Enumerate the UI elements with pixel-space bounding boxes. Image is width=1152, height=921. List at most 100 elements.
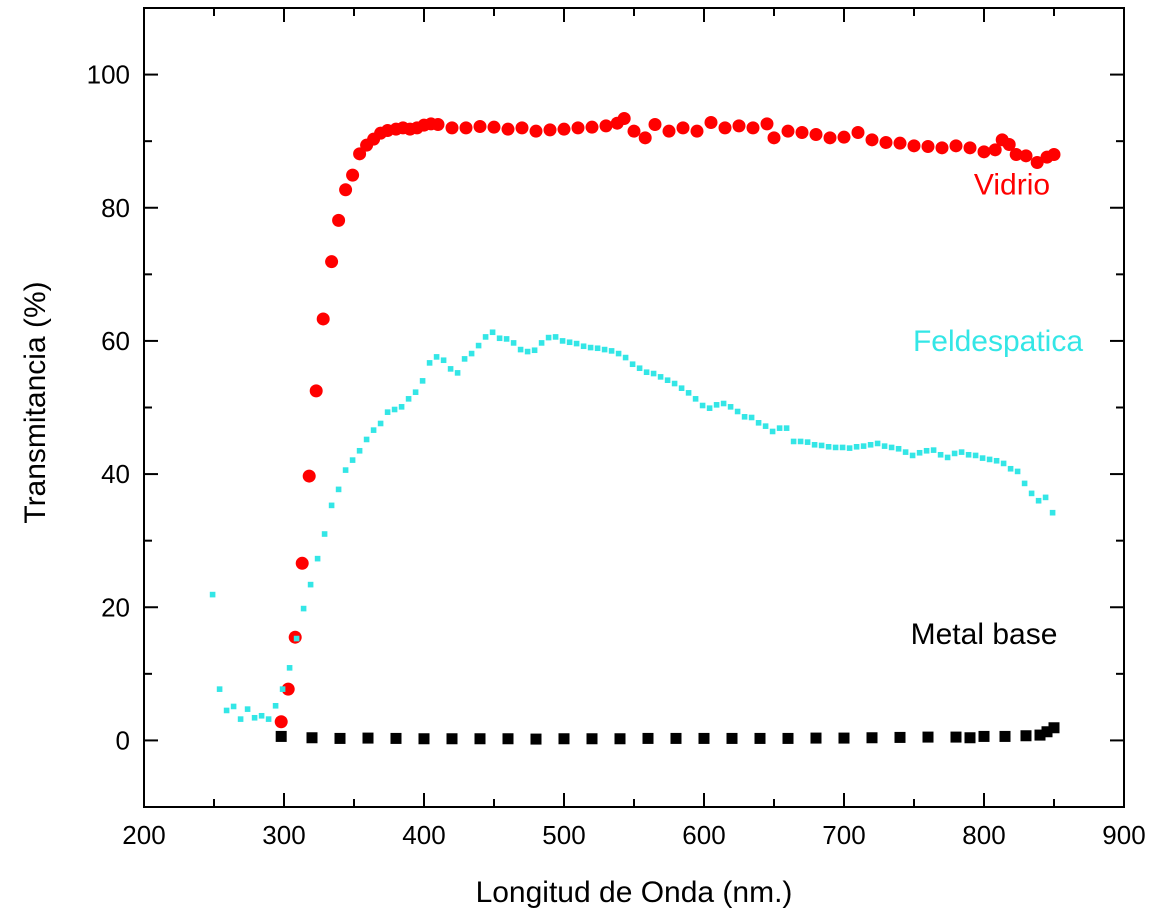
data-point	[937, 451, 944, 458]
data-point	[810, 732, 822, 744]
data-point	[972, 452, 979, 459]
data-point	[726, 732, 738, 744]
data-point	[316, 312, 330, 326]
data-point	[769, 428, 776, 435]
data-point	[362, 732, 374, 744]
data-point	[321, 531, 328, 537]
data-point	[223, 707, 230, 714]
data-point	[272, 702, 279, 709]
data-point	[865, 133, 879, 147]
data-point	[832, 444, 839, 451]
data-point	[1000, 460, 1007, 467]
data-point	[302, 469, 316, 483]
data-point	[216, 686, 223, 692]
series-labels: Vidrio Feldespatica Metal base	[911, 168, 1084, 650]
data-point	[475, 342, 482, 349]
data-point	[468, 350, 475, 357]
data-point	[930, 447, 937, 453]
data-point	[720, 400, 727, 407]
data-point	[627, 124, 641, 138]
data-point	[754, 732, 766, 744]
data-point	[732, 119, 746, 133]
data-point	[501, 122, 515, 136]
data-point	[370, 427, 377, 433]
data-point	[699, 402, 706, 409]
data-point	[1048, 722, 1060, 734]
axis-ticks	[143, 7, 1125, 808]
data-point	[1002, 137, 1016, 151]
data-point	[776, 425, 783, 431]
series-vidrio	[274, 112, 1061, 729]
data-point	[571, 121, 585, 135]
data-point	[838, 732, 850, 744]
x-tick-label: 500	[542, 820, 585, 850]
data-point	[517, 346, 524, 353]
data-point	[398, 404, 405, 410]
series-label: Vidrio	[974, 168, 1050, 201]
data-point	[328, 502, 335, 509]
x-tick-label: 700	[822, 820, 865, 850]
data-point	[275, 730, 287, 742]
data-point	[543, 123, 557, 137]
data-point	[309, 384, 323, 398]
data-point	[487, 120, 501, 134]
y-tick-label: 40	[101, 459, 130, 489]
data-point	[346, 168, 360, 182]
data-point	[718, 121, 732, 135]
x-tick-label: 800	[962, 820, 1005, 850]
data-point	[804, 439, 811, 445]
series-label: Metal base	[911, 618, 1058, 651]
data-point	[363, 436, 370, 443]
data-point	[440, 357, 447, 364]
data-point	[515, 121, 529, 135]
x-tick-label: 300	[262, 820, 305, 850]
data-point	[1035, 497, 1042, 504]
y-tick-label: 100	[87, 60, 130, 90]
series-feldespatica	[209, 329, 1056, 722]
data-point	[790, 438, 797, 445]
data-point	[580, 343, 587, 350]
y-tick-label: 60	[101, 326, 130, 356]
data-point	[923, 447, 930, 454]
data-point	[286, 665, 293, 671]
data-point	[314, 555, 321, 562]
data-point	[783, 425, 790, 431]
data-point	[503, 336, 510, 342]
data-point	[419, 378, 426, 384]
data-point	[335, 486, 342, 493]
tick-labels: 200 300 400 500 600 700 800 900 0 20 40 60 80 100	[87, 60, 1146, 850]
data-point	[781, 124, 795, 138]
data-point	[356, 447, 363, 454]
data-point	[1034, 729, 1046, 741]
data-point	[559, 338, 566, 344]
data-point	[558, 733, 570, 745]
data-point	[894, 731, 906, 743]
data-point	[552, 334, 559, 340]
x-axis-label: Longitud de Onda (nm.)	[476, 876, 793, 909]
data-point	[1019, 149, 1033, 163]
data-point	[601, 346, 608, 353]
data-point	[977, 145, 991, 159]
data-point	[978, 730, 990, 742]
data-point	[274, 715, 288, 729]
data-point	[433, 354, 440, 360]
data-point	[342, 467, 349, 473]
data-point	[573, 340, 580, 347]
data-point	[853, 443, 860, 450]
data-point	[300, 605, 307, 612]
data-point	[662, 124, 676, 138]
data-point	[279, 686, 286, 692]
data-point	[704, 116, 718, 130]
data-point	[1009, 147, 1023, 161]
data-point	[755, 420, 762, 426]
data-point	[545, 334, 552, 341]
data-point	[615, 350, 622, 357]
y-axis-label: Transmitancia (%)	[19, 281, 52, 523]
data-point	[839, 444, 846, 451]
data-point	[557, 122, 571, 136]
data-point	[638, 131, 652, 145]
data-point	[698, 732, 710, 744]
data-point	[585, 120, 599, 134]
data-point	[599, 119, 613, 133]
